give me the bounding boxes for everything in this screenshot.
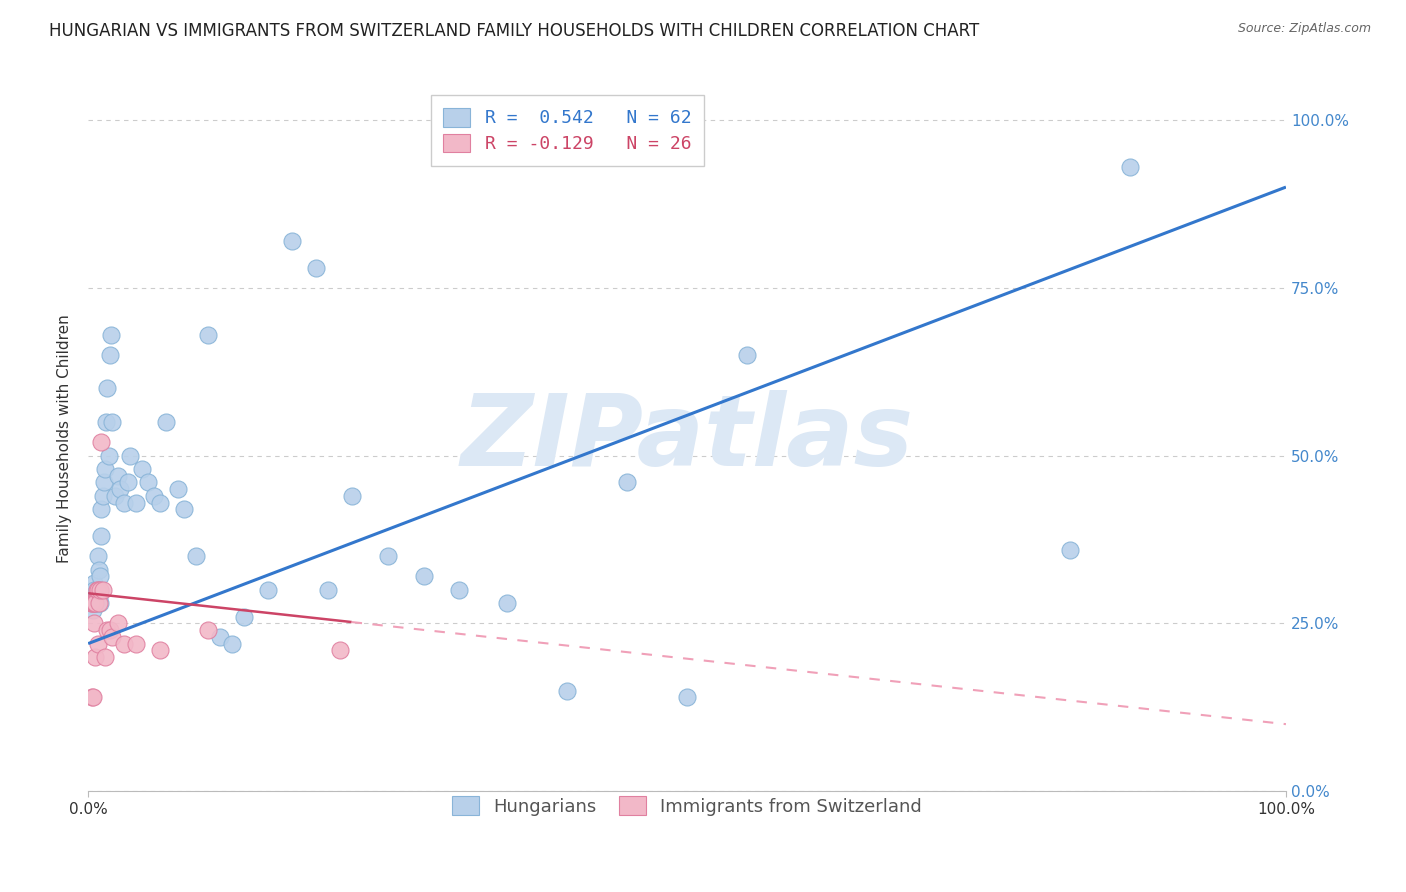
Point xyxy=(555,683,578,698)
Point xyxy=(91,489,114,503)
Point xyxy=(112,637,135,651)
Point xyxy=(86,582,108,597)
Point xyxy=(112,495,135,509)
Point xyxy=(305,260,328,275)
Point xyxy=(131,462,153,476)
Point xyxy=(197,623,219,637)
Point xyxy=(90,435,112,450)
Point xyxy=(412,569,434,583)
Point xyxy=(80,690,103,705)
Point xyxy=(221,637,243,651)
Point xyxy=(87,637,110,651)
Point xyxy=(316,582,339,597)
Point xyxy=(256,582,278,597)
Point xyxy=(80,596,103,610)
Point xyxy=(1059,542,1081,557)
Point xyxy=(83,576,105,591)
Point xyxy=(87,582,110,597)
Point xyxy=(125,637,148,651)
Point xyxy=(83,596,105,610)
Point xyxy=(87,549,110,564)
Point xyxy=(89,582,111,597)
Text: HUNGARIAN VS IMMIGRANTS FROM SWITZERLAND FAMILY HOUSEHOLDS WITH CHILDREN CORRELA: HUNGARIAN VS IMMIGRANTS FROM SWITZERLAND… xyxy=(49,22,980,40)
Point xyxy=(86,596,108,610)
Point xyxy=(107,616,129,631)
Point xyxy=(82,603,104,617)
Legend: Hungarians, Immigrants from Switzerland: Hungarians, Immigrants from Switzerland xyxy=(443,787,931,824)
Point xyxy=(89,582,111,597)
Point xyxy=(96,382,118,396)
Point xyxy=(232,609,254,624)
Point xyxy=(155,415,177,429)
Y-axis label: Family Households with Children: Family Households with Children xyxy=(58,315,72,563)
Point xyxy=(94,462,117,476)
Point xyxy=(377,549,399,564)
Point xyxy=(208,630,231,644)
Point xyxy=(86,582,108,597)
Point xyxy=(98,623,121,637)
Point xyxy=(125,495,148,509)
Point xyxy=(90,502,112,516)
Point xyxy=(83,616,105,631)
Text: Source: ZipAtlas.com: Source: ZipAtlas.com xyxy=(1237,22,1371,36)
Point xyxy=(149,495,172,509)
Point xyxy=(82,596,104,610)
Point xyxy=(136,475,159,490)
Point xyxy=(197,327,219,342)
Point xyxy=(1119,160,1142,174)
Point xyxy=(89,569,111,583)
Point xyxy=(184,549,207,564)
Point xyxy=(103,489,125,503)
Point xyxy=(281,234,304,248)
Point xyxy=(91,582,114,597)
Point xyxy=(84,596,107,610)
Point xyxy=(87,596,110,610)
Point xyxy=(84,650,107,665)
Point xyxy=(87,590,110,604)
Point xyxy=(143,489,166,503)
Point xyxy=(97,449,120,463)
Point xyxy=(80,596,103,610)
Point xyxy=(94,415,117,429)
Point xyxy=(101,630,124,644)
Point xyxy=(167,482,190,496)
Point xyxy=(87,582,110,597)
Point xyxy=(96,623,118,637)
Point xyxy=(173,502,195,516)
Point xyxy=(86,590,108,604)
Point xyxy=(101,415,124,429)
Point xyxy=(449,582,471,597)
Point xyxy=(149,643,172,657)
Point xyxy=(735,348,758,362)
Point xyxy=(110,482,132,496)
Point xyxy=(84,590,107,604)
Point xyxy=(89,596,111,610)
Point xyxy=(117,475,139,490)
Point xyxy=(84,596,107,610)
Point xyxy=(79,590,101,604)
Point xyxy=(79,596,101,610)
Point xyxy=(100,327,122,342)
Point xyxy=(496,596,519,610)
Point xyxy=(82,690,104,705)
Text: ZIPatlas: ZIPatlas xyxy=(461,391,914,487)
Point xyxy=(329,643,352,657)
Point xyxy=(107,468,129,483)
Point xyxy=(83,582,105,597)
Point xyxy=(87,563,110,577)
Point xyxy=(120,449,142,463)
Point xyxy=(616,475,638,490)
Point xyxy=(676,690,699,705)
Point xyxy=(340,489,363,503)
Point xyxy=(93,475,115,490)
Point xyxy=(90,529,112,543)
Point xyxy=(94,650,117,665)
Point xyxy=(98,348,121,362)
